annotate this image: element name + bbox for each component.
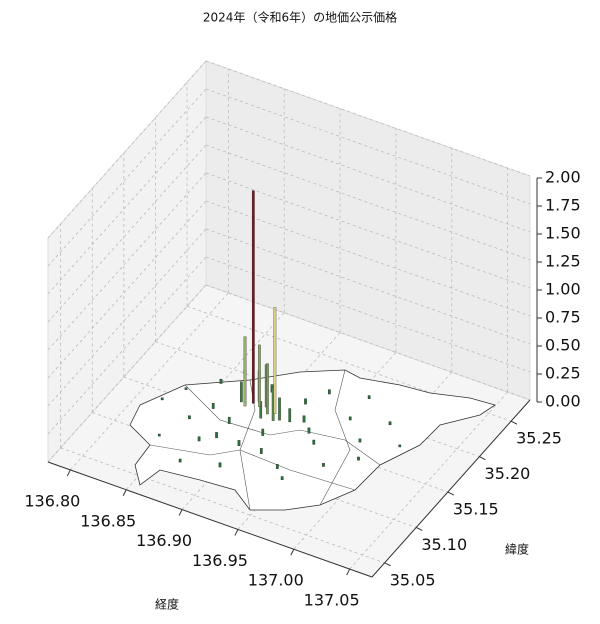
- x-tick-label: 136.80: [24, 491, 80, 510]
- y-tick: [510, 420, 518, 425]
- y-tick-label: 35.05: [390, 570, 436, 589]
- y-tick-label: 35.20: [485, 464, 531, 483]
- chart-title: 2024年（令和6年）の地価公示価格: [203, 10, 397, 25]
- bar: [280, 476, 284, 481]
- ward-border: [149, 444, 356, 491]
- z-tick-label: 1.00: [545, 280, 581, 299]
- bar: [197, 436, 201, 442]
- bar: [160, 397, 164, 401]
- bar: [157, 433, 161, 437]
- bar: [278, 397, 281, 421]
- ward-border: [319, 369, 351, 506]
- bar: [327, 389, 331, 395]
- bar: [237, 440, 241, 447]
- z-tick-label: 0.50: [545, 336, 581, 355]
- x-tick: [178, 509, 183, 516]
- bar: [211, 403, 215, 409]
- bar: [398, 444, 402, 448]
- z-tick-label: 1.75: [545, 196, 581, 215]
- bar: [188, 415, 191, 420]
- bar: [358, 438, 362, 443]
- y-tick: [384, 562, 391, 567]
- x-tick-label: 136.95: [192, 551, 248, 570]
- y-tick: [447, 491, 455, 496]
- x-axis: [47, 461, 373, 578]
- x-tick-label: 137.00: [248, 571, 304, 590]
- x-axis-label: 経度: [155, 597, 179, 612]
- x-tick-label: 136.85: [80, 511, 136, 530]
- bar: [259, 448, 263, 454]
- x-tick: [234, 529, 239, 536]
- bar: [219, 378, 223, 384]
- bar: [240, 381, 243, 403]
- x-tick: [346, 568, 351, 576]
- bar: [322, 463, 325, 467]
- y-tick: [479, 456, 486, 461]
- bar: [258, 344, 261, 407]
- z-tick-label: 0.25: [545, 364, 581, 383]
- bar: [302, 415, 306, 423]
- x-tick: [290, 549, 295, 556]
- bar: [218, 462, 222, 468]
- bar: [215, 432, 218, 439]
- y-tick-label: 35.15: [453, 500, 499, 519]
- bar: [243, 336, 247, 407]
- z-tick-label: 2.00: [545, 168, 581, 187]
- x-tick: [66, 469, 71, 477]
- x-tick-label: 136.90: [136, 531, 192, 550]
- bar: [178, 458, 182, 463]
- y-tick-label: 35.25: [516, 429, 562, 448]
- x-tick: [122, 489, 127, 496]
- bar: [312, 439, 316, 445]
- bar: [261, 428, 265, 436]
- bar: [275, 464, 279, 469]
- bar: [184, 387, 188, 390]
- x-tick-label: 137.05: [304, 591, 360, 610]
- bar: [227, 416, 231, 424]
- y-tick: [416, 526, 423, 531]
- y-axis-label: 緯度: [505, 542, 529, 557]
- bar: [367, 395, 371, 400]
- z-tick-label: 1.50: [545, 224, 581, 243]
- bar: [348, 416, 352, 421]
- y-axis: [371, 399, 531, 578]
- bar: [259, 401, 263, 419]
- bar: [304, 398, 307, 405]
- bar: [388, 421, 392, 426]
- bar: [288, 408, 292, 423]
- bars: [157, 190, 402, 481]
- bar: [307, 427, 311, 434]
- z-tick-label: 1.25: [545, 252, 581, 271]
- bar: [251, 190, 255, 404]
- bar: [357, 456, 360, 461]
- ward-border: [184, 384, 381, 466]
- bar: [266, 363, 269, 415]
- z-tick-label: 0.00: [545, 392, 581, 411]
- z-tick-label: 0.75: [545, 308, 581, 327]
- bar: [273, 307, 277, 415]
- y-tick-label: 35.10: [421, 535, 467, 554]
